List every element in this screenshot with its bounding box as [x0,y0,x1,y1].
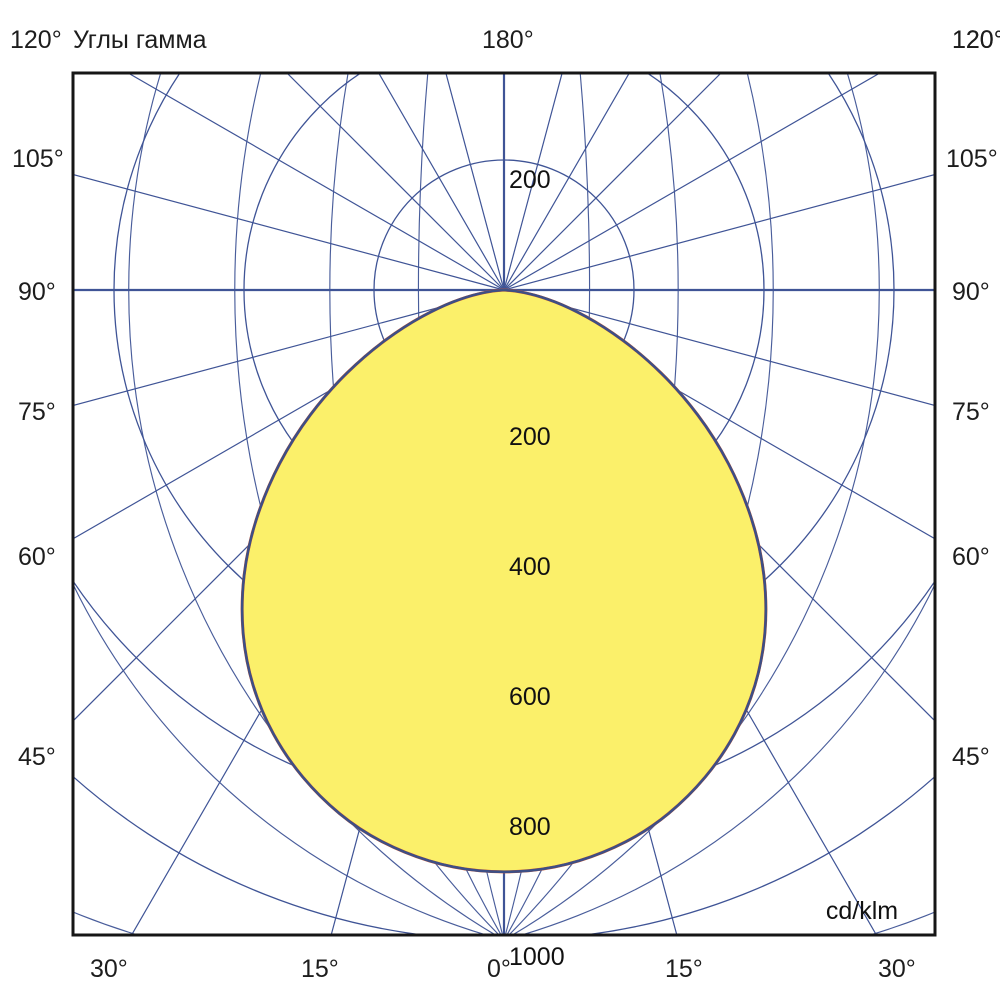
axis-label-right-45: 45° [952,743,990,771]
axis-label-top-center: 180° [482,26,534,54]
axis-label-left-60: 60° [18,543,56,571]
radial-tick-label: 200 [509,423,551,451]
distribution-curve-c0 [240,288,768,874]
distribution-fill [242,290,766,872]
axis-label-left-90: 90° [18,278,56,306]
axis-label-top-right: 120° [952,26,1000,54]
axis-label-bottom-30-left: 30° [90,955,128,983]
axis-label-right-60: 60° [952,543,990,571]
axis-label-bottom-30-right: 30° [878,955,916,983]
radial-tick-label: 400 [509,553,551,581]
axis-label-bottom-15-right: 15° [665,955,703,983]
axis-label-bottom-15-left: 15° [301,955,339,983]
axis-label-right-105: 105° [946,145,998,173]
radial-tick-labels: 200 200 400 600 800 1000 [509,166,565,971]
axis-label-bottom-0: 0° [487,955,511,983]
axis-label-left-105: 105° [12,145,64,173]
plot-frame [71,71,937,937]
axis-label-top-left: 120° [10,26,62,54]
axis-label-left-75: 75° [18,398,56,426]
page-title: Углы гамма [73,26,207,54]
unit-label: cd/klm [826,897,898,925]
radial-tick-label: 200 [509,166,551,194]
radial-tick-label: 600 [509,683,551,711]
radial-tick-label: 800 [509,813,551,841]
axis-label-right-90: 90° [952,278,990,306]
radial-tick-label: 1000 [509,943,565,971]
axis-label-left-45: 45° [18,743,56,771]
axis-label-right-120: 120° [952,26,1000,54]
axis-label-right-75: 75° [952,398,990,426]
